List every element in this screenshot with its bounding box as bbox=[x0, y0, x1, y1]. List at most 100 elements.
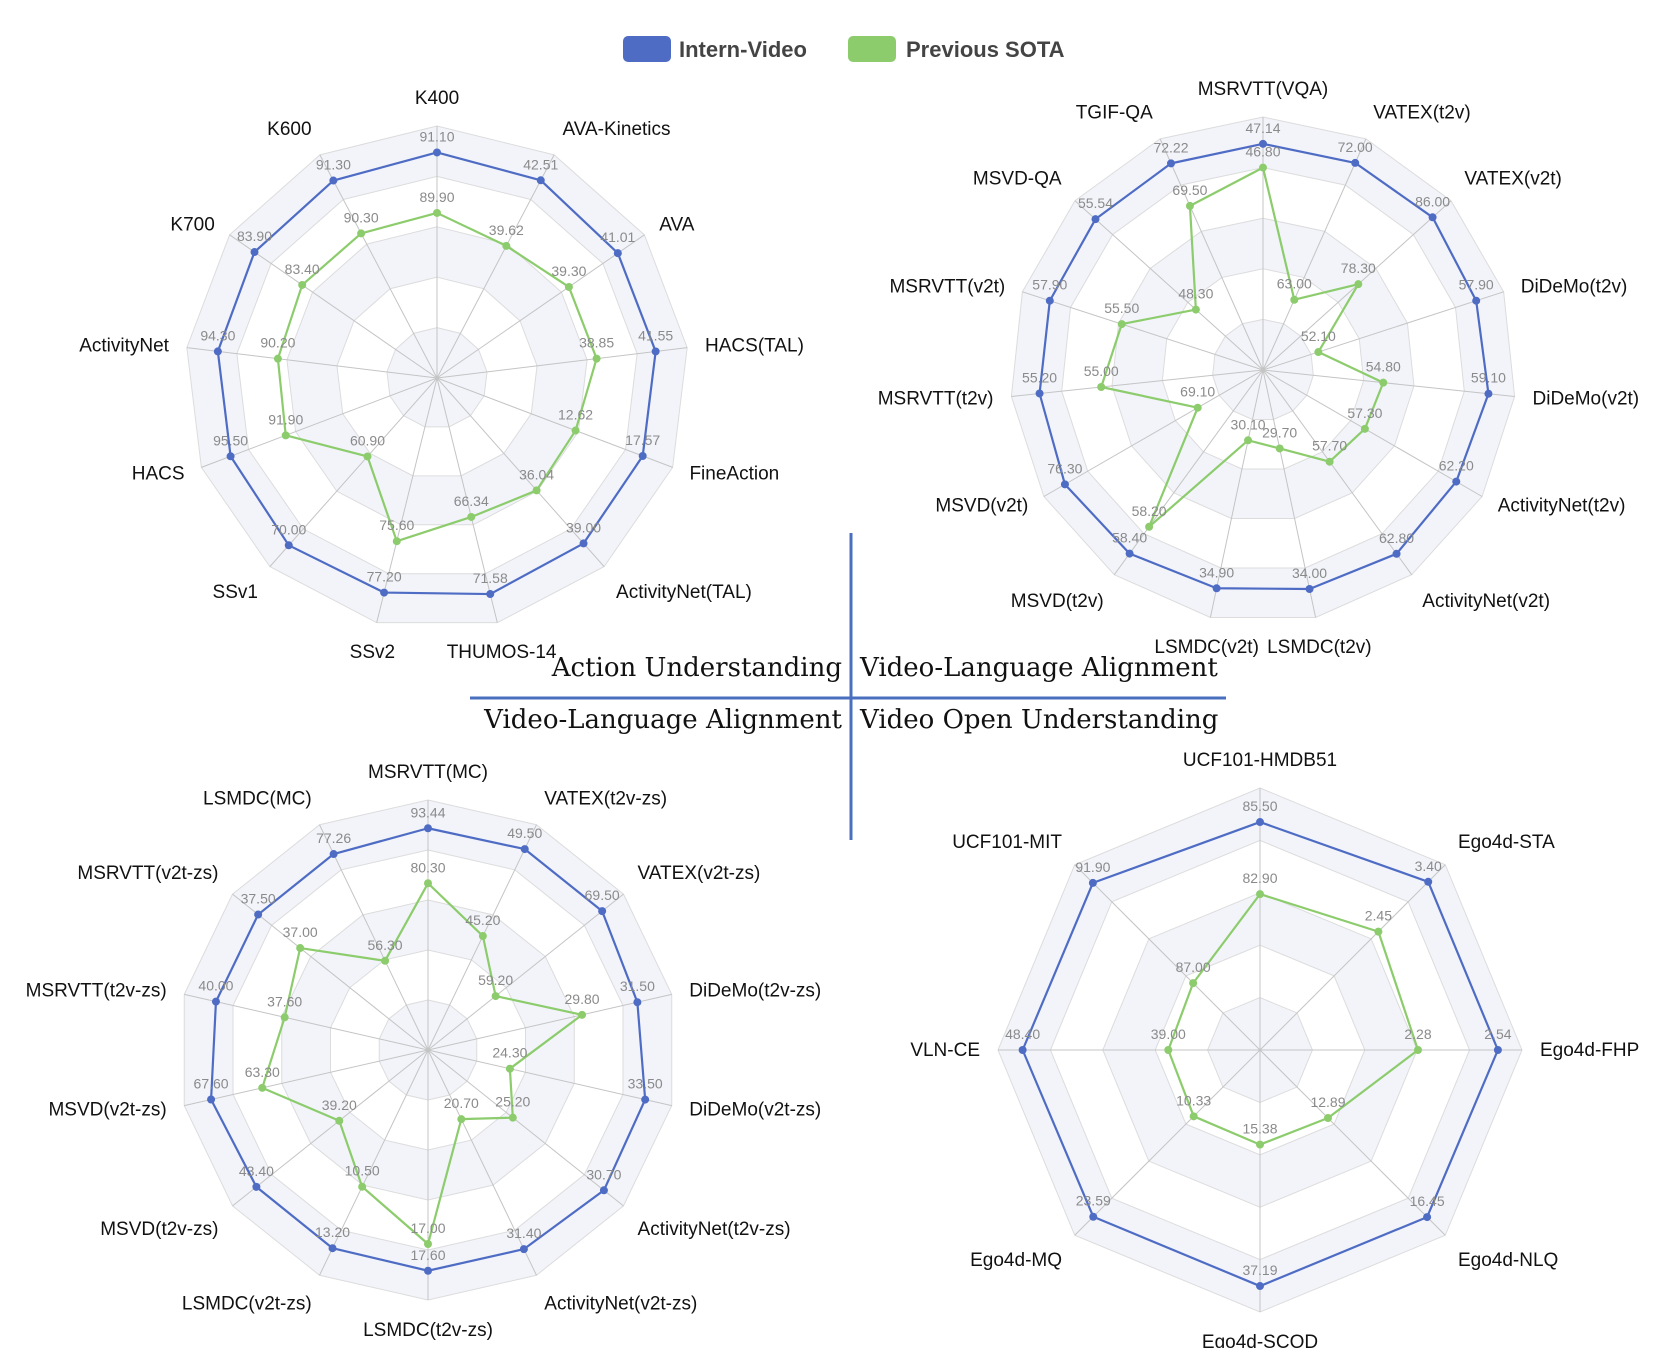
data-point-intern-video bbox=[1256, 818, 1264, 827]
data-point-intern-video bbox=[424, 1266, 432, 1275]
axis-label-didemo-t2v-zs: DiDeMo(t2v-zs) bbox=[689, 980, 821, 1001]
axis-label-lsmdc-mc: LSMDC(MC) bbox=[203, 789, 312, 810]
data-point-previous-sota bbox=[571, 426, 580, 435]
data-point-intern-video bbox=[633, 998, 642, 1007]
data-point-previous-sota bbox=[505, 1064, 514, 1073]
legend-swatch-intern-video bbox=[623, 36, 671, 62]
grid-spoke bbox=[232, 1049, 429, 1207]
data-label: 63.00 bbox=[1277, 276, 1312, 292]
axis-label-ego4d-nlq: Ego4d-NLQ bbox=[1458, 1250, 1558, 1271]
grid-spoke bbox=[1262, 138, 1367, 371]
data-point-intern-video bbox=[213, 347, 222, 356]
data-point-previous-sota bbox=[335, 1116, 344, 1125]
grid-spoke bbox=[1262, 369, 1413, 575]
data-label: 66.34 bbox=[454, 493, 489, 509]
data-point-intern-video bbox=[1259, 139, 1267, 148]
data-point-intern-video bbox=[1035, 389, 1044, 398]
data-point-intern-video bbox=[284, 541, 293, 550]
axis-label-activitynet-t2v: ActivityNet(t2v) bbox=[1498, 496, 1626, 517]
data-point-intern-video bbox=[1256, 1282, 1264, 1291]
data-label: 69.50 bbox=[1172, 182, 1207, 198]
data-point-intern-video bbox=[598, 907, 607, 916]
data-label: 85.50 bbox=[1242, 798, 1277, 814]
data-label: 90.30 bbox=[344, 209, 379, 225]
data-label: 2.45 bbox=[1365, 908, 1392, 924]
axis-label-vatex-t2v-zs: VATEX(t2v-zs) bbox=[544, 789, 667, 810]
data-point-intern-video bbox=[1125, 549, 1134, 558]
data-point-intern-video bbox=[1484, 389, 1493, 398]
data-point-previous-sota bbox=[478, 932, 487, 941]
data-point-previous-sota bbox=[1189, 1112, 1198, 1121]
axis-label-msvd-t2v: MSVD(t2v) bbox=[1011, 591, 1104, 612]
data-label: 82.90 bbox=[1242, 870, 1277, 886]
data-point-previous-sota bbox=[1189, 979, 1198, 988]
series-previous-sota bbox=[258, 879, 587, 1248]
data-point-previous-sota bbox=[1360, 424, 1369, 433]
series-previous-sota bbox=[273, 208, 601, 546]
data-point-intern-video bbox=[329, 176, 338, 185]
series-line-previous-sota bbox=[1100, 166, 1385, 528]
data-label: 77.26 bbox=[316, 830, 351, 846]
data-label: 39.00 bbox=[1151, 1026, 1186, 1042]
data-point-intern-video bbox=[1351, 158, 1360, 167]
radar-grid bbox=[997, 787, 1523, 1313]
grid-spoke bbox=[201, 377, 438, 468]
data-point-intern-video bbox=[536, 176, 545, 185]
data-point-previous-sota bbox=[392, 537, 401, 546]
data-label: 62.20 bbox=[1439, 458, 1474, 474]
data-label: 89.90 bbox=[419, 189, 454, 205]
axis-label-msvd-v2t-zs: MSVD(v2t-zs) bbox=[48, 1100, 166, 1121]
axis-label-k400: K400 bbox=[415, 88, 459, 109]
axis-label-thumos-14: THUMOS-14 bbox=[447, 642, 557, 663]
series-intern-video bbox=[1035, 139, 1493, 594]
data-label: 86.00 bbox=[1415, 193, 1450, 209]
data-label: 87.00 bbox=[1176, 959, 1211, 975]
axis-label-hacs: HACS bbox=[132, 464, 185, 485]
data-label: 55.00 bbox=[1084, 363, 1119, 379]
data-label: 67.60 bbox=[194, 1076, 229, 1092]
data-label: 46.80 bbox=[1245, 144, 1280, 160]
axis-label-didemo-v2t: DiDeMo(v2t) bbox=[1533, 388, 1640, 409]
radar-chart-video-language-alignment: 47.14 72.00 86.00 57.90 59.10 62.20 62.80 34.00… bbox=[878, 79, 1639, 658]
data-label: 63.30 bbox=[245, 1064, 280, 1080]
data-label: 55.20 bbox=[1022, 369, 1057, 385]
data-point-intern-video bbox=[207, 1095, 216, 1104]
data-point-intern-video bbox=[651, 347, 660, 356]
axis-label-msrvtt-v2t-zs: MSRVTT(v2t-zs) bbox=[77, 863, 218, 884]
value-labels: 91.10 42.51 41.01 41.55 17.57 39.00 71.58 77.20… bbox=[200, 128, 673, 586]
data-point-previous-sota bbox=[1413, 1046, 1422, 1054]
grid-spoke bbox=[436, 347, 688, 379]
grid-spoke bbox=[1159, 138, 1264, 371]
axis-label-activitynet-tal: ActivityNet(TAL) bbox=[616, 582, 752, 603]
data-point-previous-sota bbox=[491, 992, 500, 1001]
data-label: 71.58 bbox=[473, 570, 508, 586]
data-point-previous-sota bbox=[1354, 280, 1363, 289]
data-point-intern-video bbox=[1423, 1213, 1432, 1222]
value-labels: 85.50 3.40 2.54 16.45 37.19 23.59 48.40 91.90 82… bbox=[1005, 798, 1512, 1278]
axis-label-msvd-t2v-zs: MSVD(t2v-zs) bbox=[100, 1219, 218, 1240]
grid-spoke bbox=[1262, 369, 1483, 497]
grid-spoke bbox=[1022, 291, 1264, 371]
data-label: 55.50 bbox=[1104, 300, 1139, 316]
data-label: 10.50 bbox=[345, 1163, 380, 1179]
data-point-intern-video bbox=[1452, 477, 1461, 486]
data-label: 23.59 bbox=[1076, 1193, 1111, 1209]
axis-label-ego4d-scod: Ego4d-SCOD bbox=[1202, 1332, 1318, 1348]
data-point-previous-sota bbox=[1259, 163, 1267, 172]
axis-label-activitynet-v2t: ActivityNet(v2t) bbox=[1422, 591, 1550, 612]
data-point-previous-sota bbox=[467, 512, 476, 521]
data-point-intern-video bbox=[1305, 585, 1314, 594]
data-point-previous-sota bbox=[258, 1083, 267, 1092]
data-label: 45.20 bbox=[465, 912, 500, 928]
data-point-previous-sota bbox=[564, 282, 573, 291]
quadrant-label-bottom-right: Video Open Understanding bbox=[859, 705, 1218, 735]
data-point-previous-sota bbox=[1117, 320, 1126, 329]
data-point-previous-sota bbox=[357, 229, 366, 238]
data-label: 10.33 bbox=[1176, 1092, 1211, 1108]
data-label: 29.70 bbox=[1262, 424, 1297, 440]
data-point-intern-video bbox=[520, 845, 529, 854]
data-point-intern-video bbox=[1060, 480, 1069, 489]
data-label: 2.54 bbox=[1484, 1026, 1511, 1042]
data-point-previous-sota bbox=[578, 1010, 587, 1019]
axis-label-ava: AVA bbox=[659, 215, 695, 236]
